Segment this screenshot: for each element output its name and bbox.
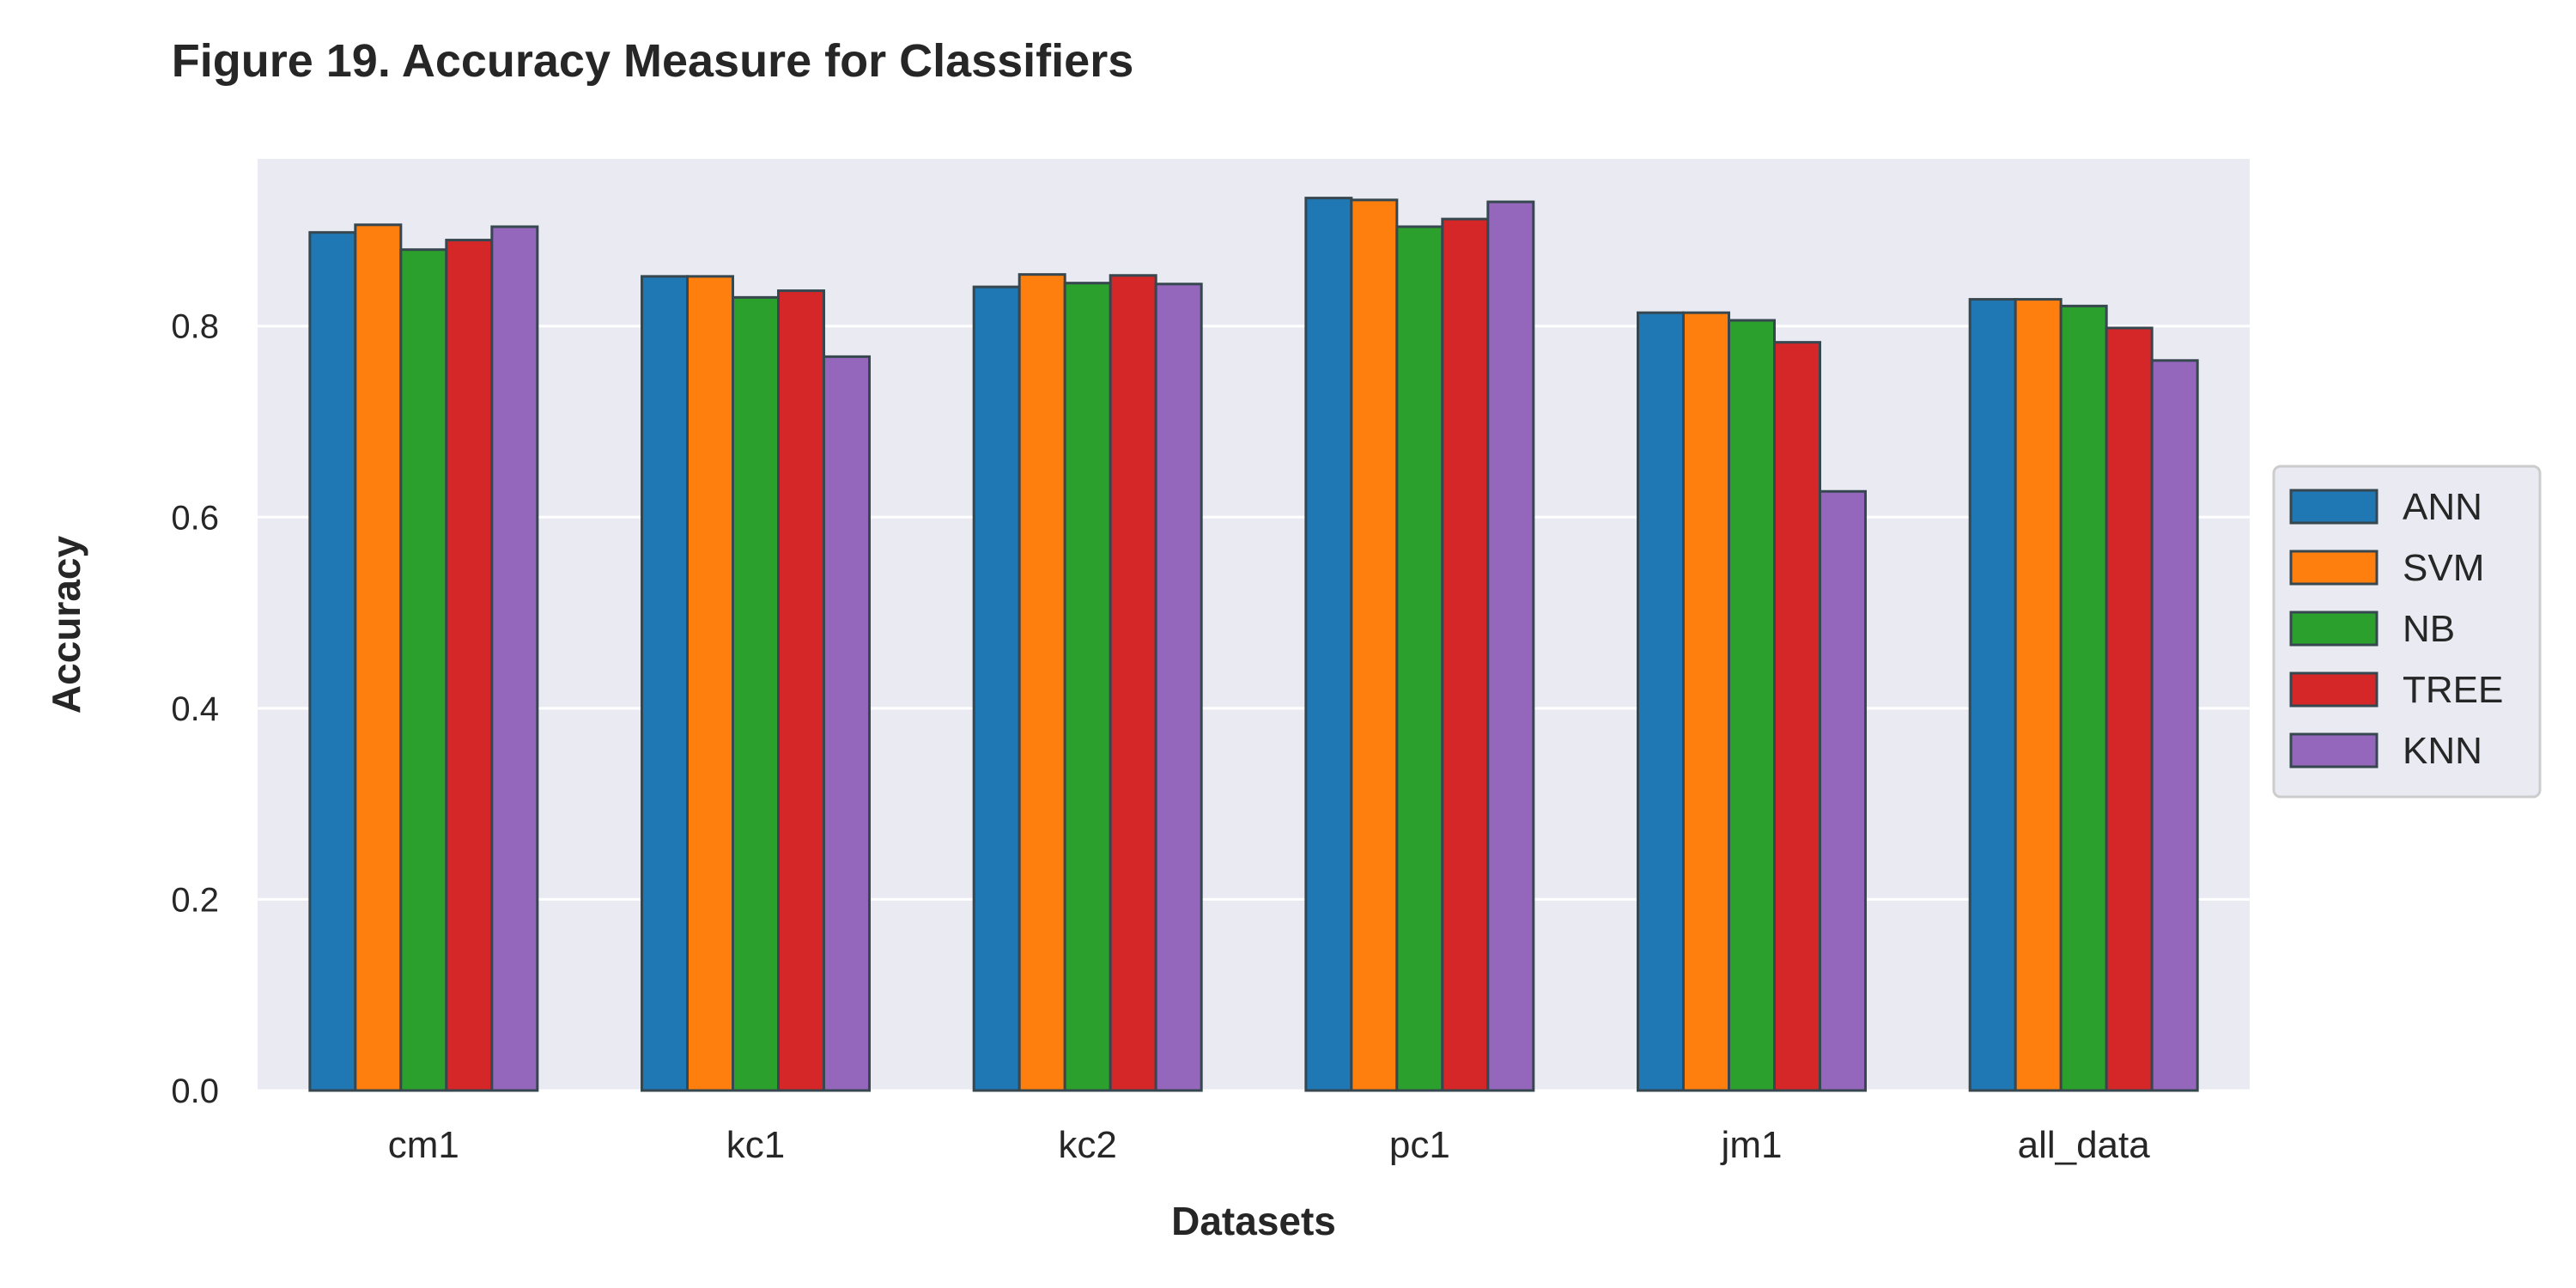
bar-tree-all_data	[2105, 326, 2154, 1092]
bar-knn-cm1	[490, 225, 539, 1092]
chart-title: Figure 19. Accuracy Measure for Classifi…	[171, 35, 1134, 87]
bar-svm-kc2	[1018, 273, 1066, 1092]
bar-svm-kc1	[686, 275, 734, 1092]
bar-svm-cm1	[354, 223, 403, 1092]
bar-nb-kc1	[732, 295, 780, 1092]
bar-ann-kc1	[641, 275, 689, 1092]
legend-box	[2272, 465, 2542, 799]
y-tick-labels: 0.0 0.2 0.4 0.6 0.8	[171, 308, 219, 1110]
bar-knn-pc1	[1486, 200, 1535, 1092]
x-tick-label: pc1	[1389, 1124, 1450, 1166]
bar-nb-all_data	[2059, 304, 2108, 1092]
y-tick-label: 0.6	[171, 499, 219, 537]
bar-ann-jm1	[1637, 311, 1685, 1092]
bar-knn-kc2	[1154, 283, 1203, 1092]
x-tick-label: cm1	[388, 1124, 459, 1166]
bar-nb-jm1	[1728, 319, 1776, 1092]
bar-svm-all_data	[2014, 298, 2063, 1092]
bar-ann-cm1	[308, 231, 357, 1092]
bar-tree-cm1	[445, 239, 494, 1092]
x-axis-label: Datasets	[1171, 1199, 1336, 1243]
bar-ann-all_data	[1968, 298, 2017, 1092]
y-tick-label: 0.8	[171, 308, 219, 346]
grid-lines	[258, 325, 2250, 1092]
x-tick-label: jm1	[1720, 1124, 1783, 1166]
bar-tree-pc1	[1441, 217, 1490, 1092]
bar-svm-jm1	[1682, 311, 1730, 1092]
legend-swatch-nb	[2289, 611, 2379, 647]
x-tick-label: kc2	[1058, 1124, 1116, 1166]
legend-swatch-ann	[2289, 489, 2379, 525]
legend-label-tree: TREE	[2403, 669, 2503, 711]
bar-knn-all_data	[2150, 359, 2199, 1092]
legend-label-nb: NB	[2403, 608, 2455, 650]
legend: ANN SVM NB TREE KNN	[2272, 465, 2542, 799]
legend-swatch-svm	[2289, 550, 2379, 586]
y-tick-label: 0.4	[171, 690, 219, 728]
bars	[308, 197, 2199, 1092]
x-tick-label: all_data	[2018, 1124, 2151, 1166]
legend-swatch-knn	[2289, 732, 2379, 769]
legend-label-knn: KNN	[2403, 730, 2482, 772]
x-tick-labels: cm1 kc1 kc2 pc1 jm1 all_data	[388, 1124, 2150, 1166]
legend-swatch-tree	[2289, 671, 2379, 708]
x-tick-label: kc1	[726, 1124, 785, 1166]
bar-tree-kc1	[777, 289, 825, 1092]
legend-label-ann: ANN	[2403, 486, 2482, 528]
y-axis-label: Accuracy	[44, 536, 88, 714]
bar-nb-cm1	[399, 248, 448, 1092]
bar-nb-pc1	[1395, 225, 1444, 1092]
bar-tree-kc2	[1109, 274, 1157, 1092]
bar-ann-pc1	[1304, 197, 1353, 1092]
y-tick-label: 0.0	[171, 1072, 219, 1110]
bar-svm-pc1	[1350, 198, 1399, 1092]
legend-label-svm: SVM	[2403, 547, 2484, 589]
bar-tree-jm1	[1773, 341, 1821, 1092]
bar-knn-jm1	[1819, 489, 1867, 1092]
bar-nb-kc2	[1063, 282, 1112, 1092]
y-tick-label: 0.2	[171, 881, 219, 919]
plot-area	[258, 159, 2250, 1091]
bar-ann-kc2	[972, 285, 1021, 1092]
bar-knn-kc1	[823, 355, 871, 1092]
